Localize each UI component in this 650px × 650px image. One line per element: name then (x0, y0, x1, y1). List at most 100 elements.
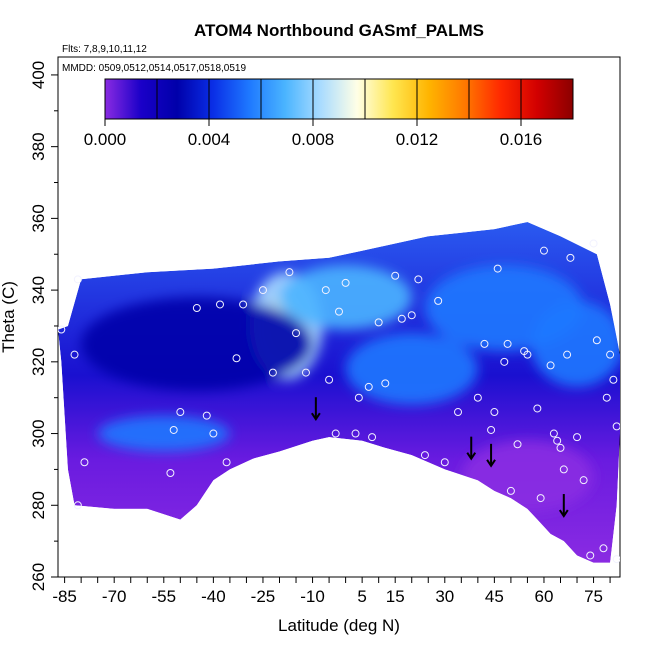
sample-point (566, 253, 575, 262)
sample-point (176, 408, 185, 417)
arrow-marker (486, 443, 496, 468)
sample-point (292, 329, 301, 338)
sample-point (612, 422, 620, 431)
sample-point (573, 433, 582, 442)
field-blob (279, 265, 412, 330)
y-tick-label: 360 (29, 204, 48, 232)
sample-point (335, 307, 343, 316)
dates-subtitle: MMDD: 0509,0512,0514,0517,0518,0519 (62, 63, 246, 74)
sample-point (381, 379, 390, 388)
sample-point (73, 501, 82, 510)
sample-point (473, 393, 482, 402)
sample-point (612, 555, 620, 564)
colorbar-tick-label: 0.012 (396, 130, 439, 149)
x-tick-label: -55 (151, 587, 176, 606)
sample-point (285, 268, 294, 277)
sample-point (80, 458, 89, 467)
sample-point (440, 458, 449, 467)
field-blob (81, 297, 313, 391)
sample-point (546, 361, 555, 370)
y-tick-label: 320 (29, 348, 48, 376)
sample-point (166, 469, 175, 477)
sample-point (397, 314, 406, 323)
sample-point (325, 375, 334, 384)
sample-point (364, 382, 373, 391)
x-tick-label: -10 (300, 587, 325, 606)
sample-point (592, 336, 601, 345)
sample-point (58, 325, 66, 334)
y-axis: 260 280 300 320 340 360 380 400 (29, 61, 58, 591)
colorbar-tick-label: 0.000 (84, 130, 127, 149)
colorbar (104, 78, 574, 120)
sample-point (539, 246, 548, 255)
field-blob (345, 333, 478, 405)
y-tick-label: 260 (29, 563, 48, 591)
y-tick-label: 380 (29, 132, 48, 160)
y-axis-label: Theta (C) (0, 281, 18, 353)
sample-point (368, 433, 377, 442)
sample-point (490, 408, 499, 417)
sample-point (579, 476, 588, 485)
arrow-marker (558, 494, 569, 518)
sample-point (513, 440, 522, 449)
x-tick-label: -25 (251, 587, 276, 606)
sample-point (599, 544, 608, 553)
sample-point (341, 278, 350, 287)
sample-point (487, 425, 496, 434)
x-tick-label: 30 (435, 587, 454, 606)
y-tick-label: 340 (29, 276, 48, 304)
sample-point (407, 311, 416, 320)
sample-point (232, 354, 241, 363)
sample-point (493, 264, 502, 273)
y-tick-label: 280 (29, 491, 48, 519)
sample-point (533, 404, 542, 413)
x-axis: -85 -70 -55 -40 -25 -10 5 15 30 45 60 75 (52, 577, 611, 606)
colorbar-tick-label: 0.004 (188, 130, 231, 149)
sample-point (553, 436, 562, 445)
sample-point (434, 296, 443, 305)
sample-point (70, 350, 79, 359)
sample-point (586, 551, 595, 560)
sample-point (391, 271, 400, 280)
sample-point (222, 458, 231, 467)
sample-point (563, 350, 572, 359)
sample-point (414, 275, 423, 284)
sample-point (239, 300, 248, 309)
y-tick-label: 300 (29, 419, 48, 447)
sample-point (536, 494, 545, 503)
sample-point (331, 429, 340, 438)
sample-point (602, 393, 611, 402)
sample-point (503, 339, 512, 348)
sample-point (523, 350, 532, 359)
sample-point (301, 368, 310, 377)
sample-point (500, 357, 509, 366)
sample-point (192, 304, 201, 313)
sample-point (556, 443, 565, 452)
sample-point (374, 318, 383, 327)
x-tick-label: 5 (357, 587, 366, 606)
arrow-marker (311, 397, 321, 422)
field-blob (530, 300, 620, 387)
x-tick-label: 45 (485, 587, 504, 606)
x-axis-label: Latitude (deg N) (278, 616, 400, 635)
y-tick-label: 400 (29, 61, 48, 89)
sample-point (354, 393, 363, 402)
sample-points (58, 239, 620, 564)
colorbar-dividers (156, 79, 522, 119)
sample-point (215, 300, 224, 309)
x-tick-label: -70 (102, 587, 127, 606)
chart-title: ATOM4 Northbound GASmf_PALMS (194, 21, 484, 40)
x-tick-label: 75 (584, 587, 603, 606)
sample-point (549, 429, 558, 438)
sample-point (321, 286, 330, 295)
x-tick-label: 60 (535, 587, 554, 606)
sample-point (351, 429, 360, 438)
sample-point (589, 239, 598, 248)
arrow-marker (466, 436, 477, 461)
colorbar-tick-label: 0.016 (500, 130, 543, 149)
x-tick-label: -40 (201, 587, 226, 606)
arrow-markers (311, 397, 569, 518)
sample-point (258, 286, 267, 295)
sample-point (559, 465, 568, 474)
